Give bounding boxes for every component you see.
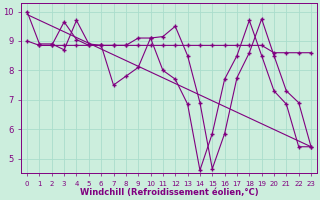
X-axis label: Windchill (Refroidissement éolien,°C): Windchill (Refroidissement éolien,°C) (80, 188, 258, 197)
